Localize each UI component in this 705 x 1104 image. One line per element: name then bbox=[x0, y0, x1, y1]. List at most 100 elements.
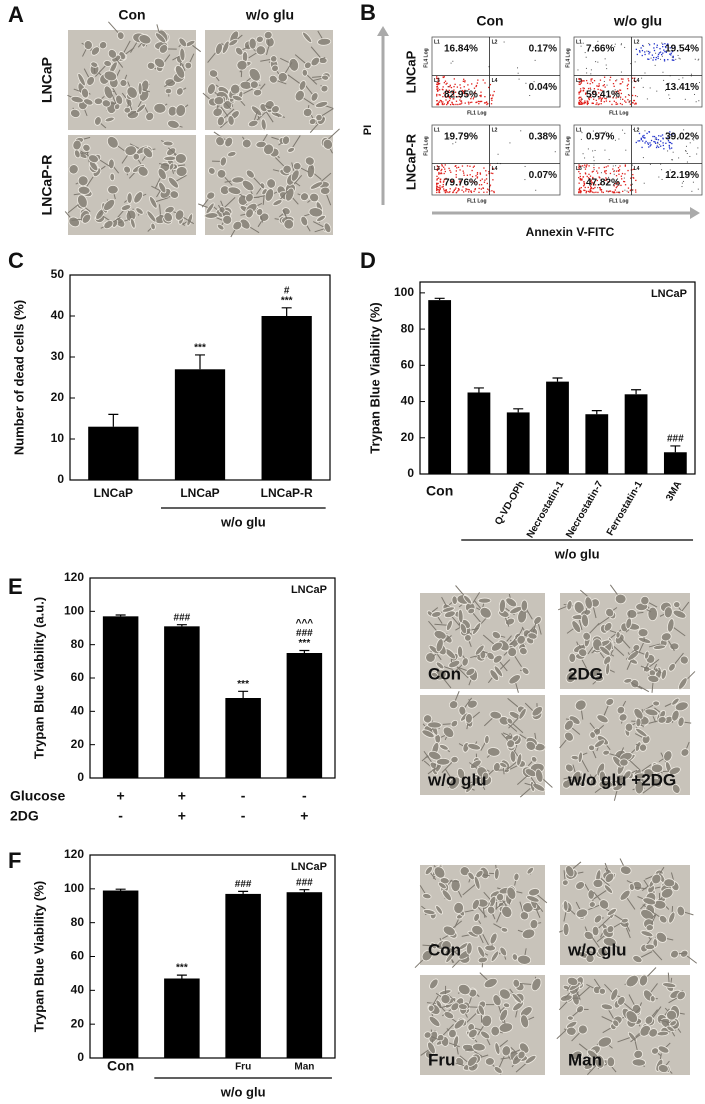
event-dot bbox=[586, 164, 588, 166]
event-dot bbox=[614, 139, 616, 141]
cell bbox=[81, 87, 90, 99]
event-dot bbox=[472, 166, 475, 168]
event-dot bbox=[648, 58, 650, 60]
event-dot bbox=[623, 181, 626, 183]
event-dot bbox=[462, 191, 465, 193]
event-dot bbox=[444, 191, 447, 194]
event-dot bbox=[438, 80, 440, 82]
event-dot bbox=[472, 98, 475, 100]
event-dot bbox=[463, 86, 465, 88]
cell bbox=[667, 618, 675, 633]
event-dot bbox=[634, 77, 636, 79]
event-dot bbox=[533, 81, 535, 83]
cell bbox=[463, 594, 473, 605]
cell bbox=[302, 107, 313, 117]
cell bbox=[449, 700, 459, 710]
event-dot bbox=[698, 58, 700, 60]
event-dot bbox=[583, 182, 585, 184]
event-dot bbox=[485, 174, 488, 176]
event-dot bbox=[448, 89, 450, 92]
cell bbox=[472, 1042, 486, 1052]
cell bbox=[493, 867, 500, 880]
quadrant-id: L2 bbox=[492, 127, 498, 133]
cell bbox=[270, 55, 278, 63]
event-dot bbox=[596, 170, 598, 172]
event-dot bbox=[615, 170, 618, 172]
event-dot bbox=[697, 59, 699, 61]
significance-mark: *** bbox=[237, 679, 249, 690]
cell bbox=[241, 179, 255, 192]
cell bbox=[320, 186, 331, 195]
image-label: Man bbox=[568, 1050, 602, 1069]
cell-process bbox=[498, 659, 511, 672]
cell bbox=[591, 925, 600, 937]
error-bar bbox=[195, 354, 205, 370]
event-dot bbox=[471, 101, 473, 103]
event-dot bbox=[613, 170, 615, 172]
event-dot bbox=[580, 99, 582, 101]
event-dot bbox=[585, 67, 587, 69]
cell bbox=[513, 872, 520, 882]
event-dot bbox=[632, 77, 634, 79]
event-dot bbox=[583, 80, 585, 82]
cell bbox=[642, 897, 656, 906]
event-dot bbox=[617, 182, 619, 184]
event-dot bbox=[657, 141, 659, 144]
event-dot bbox=[590, 73, 592, 75]
cell bbox=[441, 889, 452, 902]
cell bbox=[133, 191, 144, 204]
event-dot bbox=[655, 137, 657, 139]
event-dot bbox=[595, 191, 597, 193]
cell bbox=[623, 678, 633, 684]
event-dot bbox=[593, 91, 595, 93]
cell bbox=[521, 928, 536, 940]
event-dot bbox=[441, 103, 443, 105]
event-dot bbox=[603, 80, 605, 82]
cell bbox=[310, 56, 321, 67]
event-dot bbox=[442, 89, 444, 91]
event-dot bbox=[604, 58, 606, 60]
event-dot bbox=[436, 83, 438, 85]
panel-letter: E bbox=[8, 574, 23, 599]
event-dot bbox=[698, 82, 700, 84]
event-dot bbox=[654, 141, 656, 143]
event-dot bbox=[607, 165, 609, 167]
event-dot bbox=[644, 72, 646, 74]
event-dot bbox=[599, 96, 601, 98]
cell bbox=[248, 37, 257, 50]
event-dot bbox=[654, 138, 656, 140]
event-dot bbox=[592, 176, 594, 179]
event-dot bbox=[613, 185, 615, 187]
cell bbox=[433, 630, 447, 640]
event-dot bbox=[444, 168, 446, 170]
event-dot bbox=[625, 101, 627, 103]
cell bbox=[255, 35, 264, 43]
event-dot bbox=[438, 101, 440, 103]
cell bbox=[457, 983, 471, 996]
event-dot bbox=[590, 179, 592, 181]
plot-axis-label: FL1 Log bbox=[609, 198, 628, 204]
cell bbox=[615, 631, 621, 639]
event-dot bbox=[444, 189, 446, 191]
cell bbox=[245, 193, 254, 203]
event-dot bbox=[480, 100, 483, 103]
event-dot bbox=[590, 187, 593, 189]
y-tick-label: 0 bbox=[407, 466, 414, 480]
cell bbox=[216, 223, 225, 231]
event-dot bbox=[467, 84, 469, 86]
event-dot bbox=[474, 188, 476, 191]
event-dot bbox=[452, 191, 455, 193]
event-dot bbox=[616, 91, 618, 93]
event-dot bbox=[488, 171, 490, 173]
cell bbox=[528, 888, 540, 897]
x-tick-label: LNCaP bbox=[94, 486, 133, 500]
event-dot bbox=[662, 52, 664, 54]
cell-image bbox=[558, 858, 698, 965]
cell bbox=[176, 87, 184, 96]
event-dot bbox=[616, 103, 619, 105]
cell bbox=[266, 178, 276, 189]
event-dot bbox=[593, 156, 595, 158]
event-dot bbox=[584, 101, 586, 104]
event-dot bbox=[462, 90, 465, 93]
y-axis-label: Trypan Blue Viability (%) bbox=[31, 881, 46, 1032]
